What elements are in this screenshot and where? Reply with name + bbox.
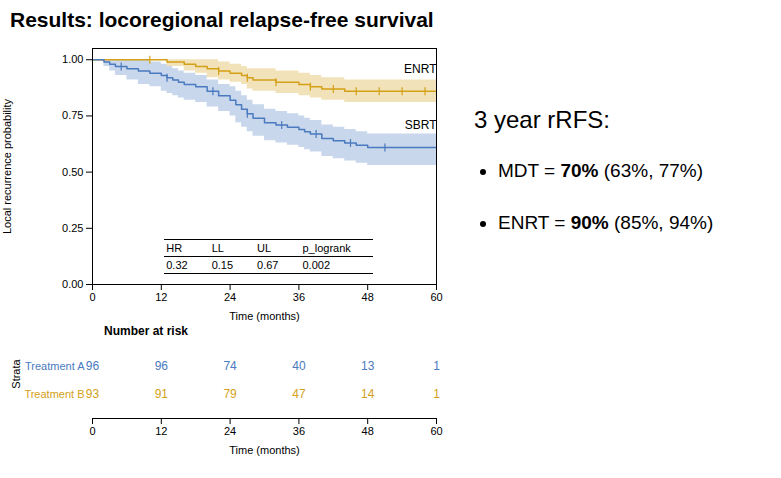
html-text:3 year rRFS:: 3 year rRFS: (474, 106, 610, 133)
svg-text:96: 96 (86, 359, 100, 373)
html-text:Number at risk: Number at risk (104, 324, 188, 338)
svg-text:12: 12 (155, 425, 167, 437)
svg-text:79: 79 (223, 387, 237, 401)
svg-text:0.25: 0.25 (62, 222, 83, 234)
svg-text:12: 12 (155, 291, 167, 303)
svg-text:74: 74 (223, 359, 237, 373)
svg-text:93: 93 (86, 387, 100, 401)
svg-text:SBRT: SBRT (405, 118, 437, 132)
svg-text:Treatment A: Treatment A (25, 360, 85, 372)
svg-text:36: 36 (293, 425, 305, 437)
html-text:LL: LL (211, 242, 224, 254)
html-text:ENRT = 90% (85%, 94%): ENRT = 90% (85%, 94%) (498, 212, 714, 233)
svg-text:24: 24 (224, 291, 236, 303)
svg-text:36: 36 (293, 291, 305, 303)
svg-text:0.50: 0.50 (62, 166, 83, 178)
svg-text:40: 40 (292, 359, 306, 373)
html-text:0.32: 0.32 (166, 259, 188, 271)
svg-text:0: 0 (89, 291, 95, 303)
svg-text:0: 0 (89, 425, 95, 437)
svg-text:0.00: 0.00 (62, 278, 83, 290)
svg-text:1: 1 (433, 359, 440, 373)
svg-text:13: 13 (361, 359, 375, 373)
html-text:0.002: 0.002 (302, 259, 330, 271)
svg-text:91: 91 (155, 387, 169, 401)
svg-text:24: 24 (224, 425, 236, 437)
html-text:Strata: Strata (10, 359, 22, 389)
svg-text:0.75: 0.75 (62, 109, 83, 121)
svg-text:1: 1 (433, 387, 440, 401)
svg-text:96: 96 (155, 359, 169, 373)
svg-text:48: 48 (362, 425, 374, 437)
svg-text:Local recurrence probability: Local recurrence probability (1, 98, 13, 234)
svg-text:47: 47 (292, 387, 306, 401)
html-text:UL: UL (257, 242, 272, 254)
svg-text:60: 60 (430, 425, 442, 437)
svg-text:ENRT: ENRT (404, 62, 437, 76)
svg-text:48: 48 (362, 291, 374, 303)
svg-text:Time (months): Time (months) (229, 310, 300, 322)
svg-text:Time (months): Time (months) (229, 444, 300, 456)
html-text:HR: HR (166, 242, 183, 254)
svg-text:1.00: 1.00 (62, 53, 83, 65)
html-text:p_logrank: p_logrank (302, 242, 351, 254)
html-text:0.67: 0.67 (257, 259, 279, 271)
html-text:MDT = 70% (63%, 77%): MDT = 70% (63%, 77%) (498, 160, 703, 181)
html-text:0.15: 0.15 (211, 259, 234, 271)
svg-text:14: 14 (361, 387, 375, 401)
html-text:Results: locoregional relapse-: Results: locoregional relapse-free survi… (10, 8, 434, 31)
svg-text:60: 60 (430, 291, 442, 303)
svg-text:Treatment B: Treatment B (24, 388, 84, 400)
